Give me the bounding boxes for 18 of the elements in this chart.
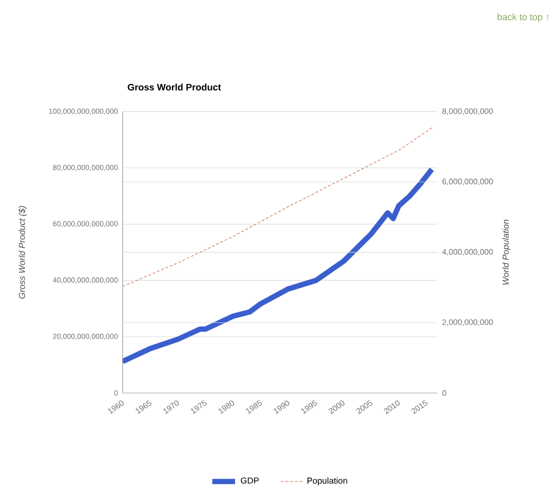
legend-label: GDP (240, 478, 259, 484)
y2-tick-label: 4,000,000,000 (442, 249, 493, 256)
x-tick-label: 1970 (163, 400, 179, 414)
y2-tick-label: 2,000,000,000 (442, 319, 493, 326)
y2-tick-label: 6,000,000,000 (442, 178, 493, 186)
line-series (122, 127, 432, 287)
x-tick-label: 1960 (108, 400, 124, 414)
x-tick-label: 1980 (218, 400, 234, 414)
text: back to top ↑ (498, 13, 549, 22)
y2-tick-label: 0 (442, 390, 446, 396)
chart-title: Gross World Product (128, 84, 221, 91)
y2-axis-title: World Population (502, 220, 510, 285)
y2-tick-label: 8,000,000,000 (442, 108, 493, 115)
x-tick-label: 1990 (274, 400, 290, 414)
x-tick-label: 2010 (384, 400, 400, 414)
legend-label: Population (307, 477, 348, 486)
y-axis-title: Gross World Product ($) (18, 206, 27, 299)
x-tick-label: 2000 (328, 400, 344, 414)
